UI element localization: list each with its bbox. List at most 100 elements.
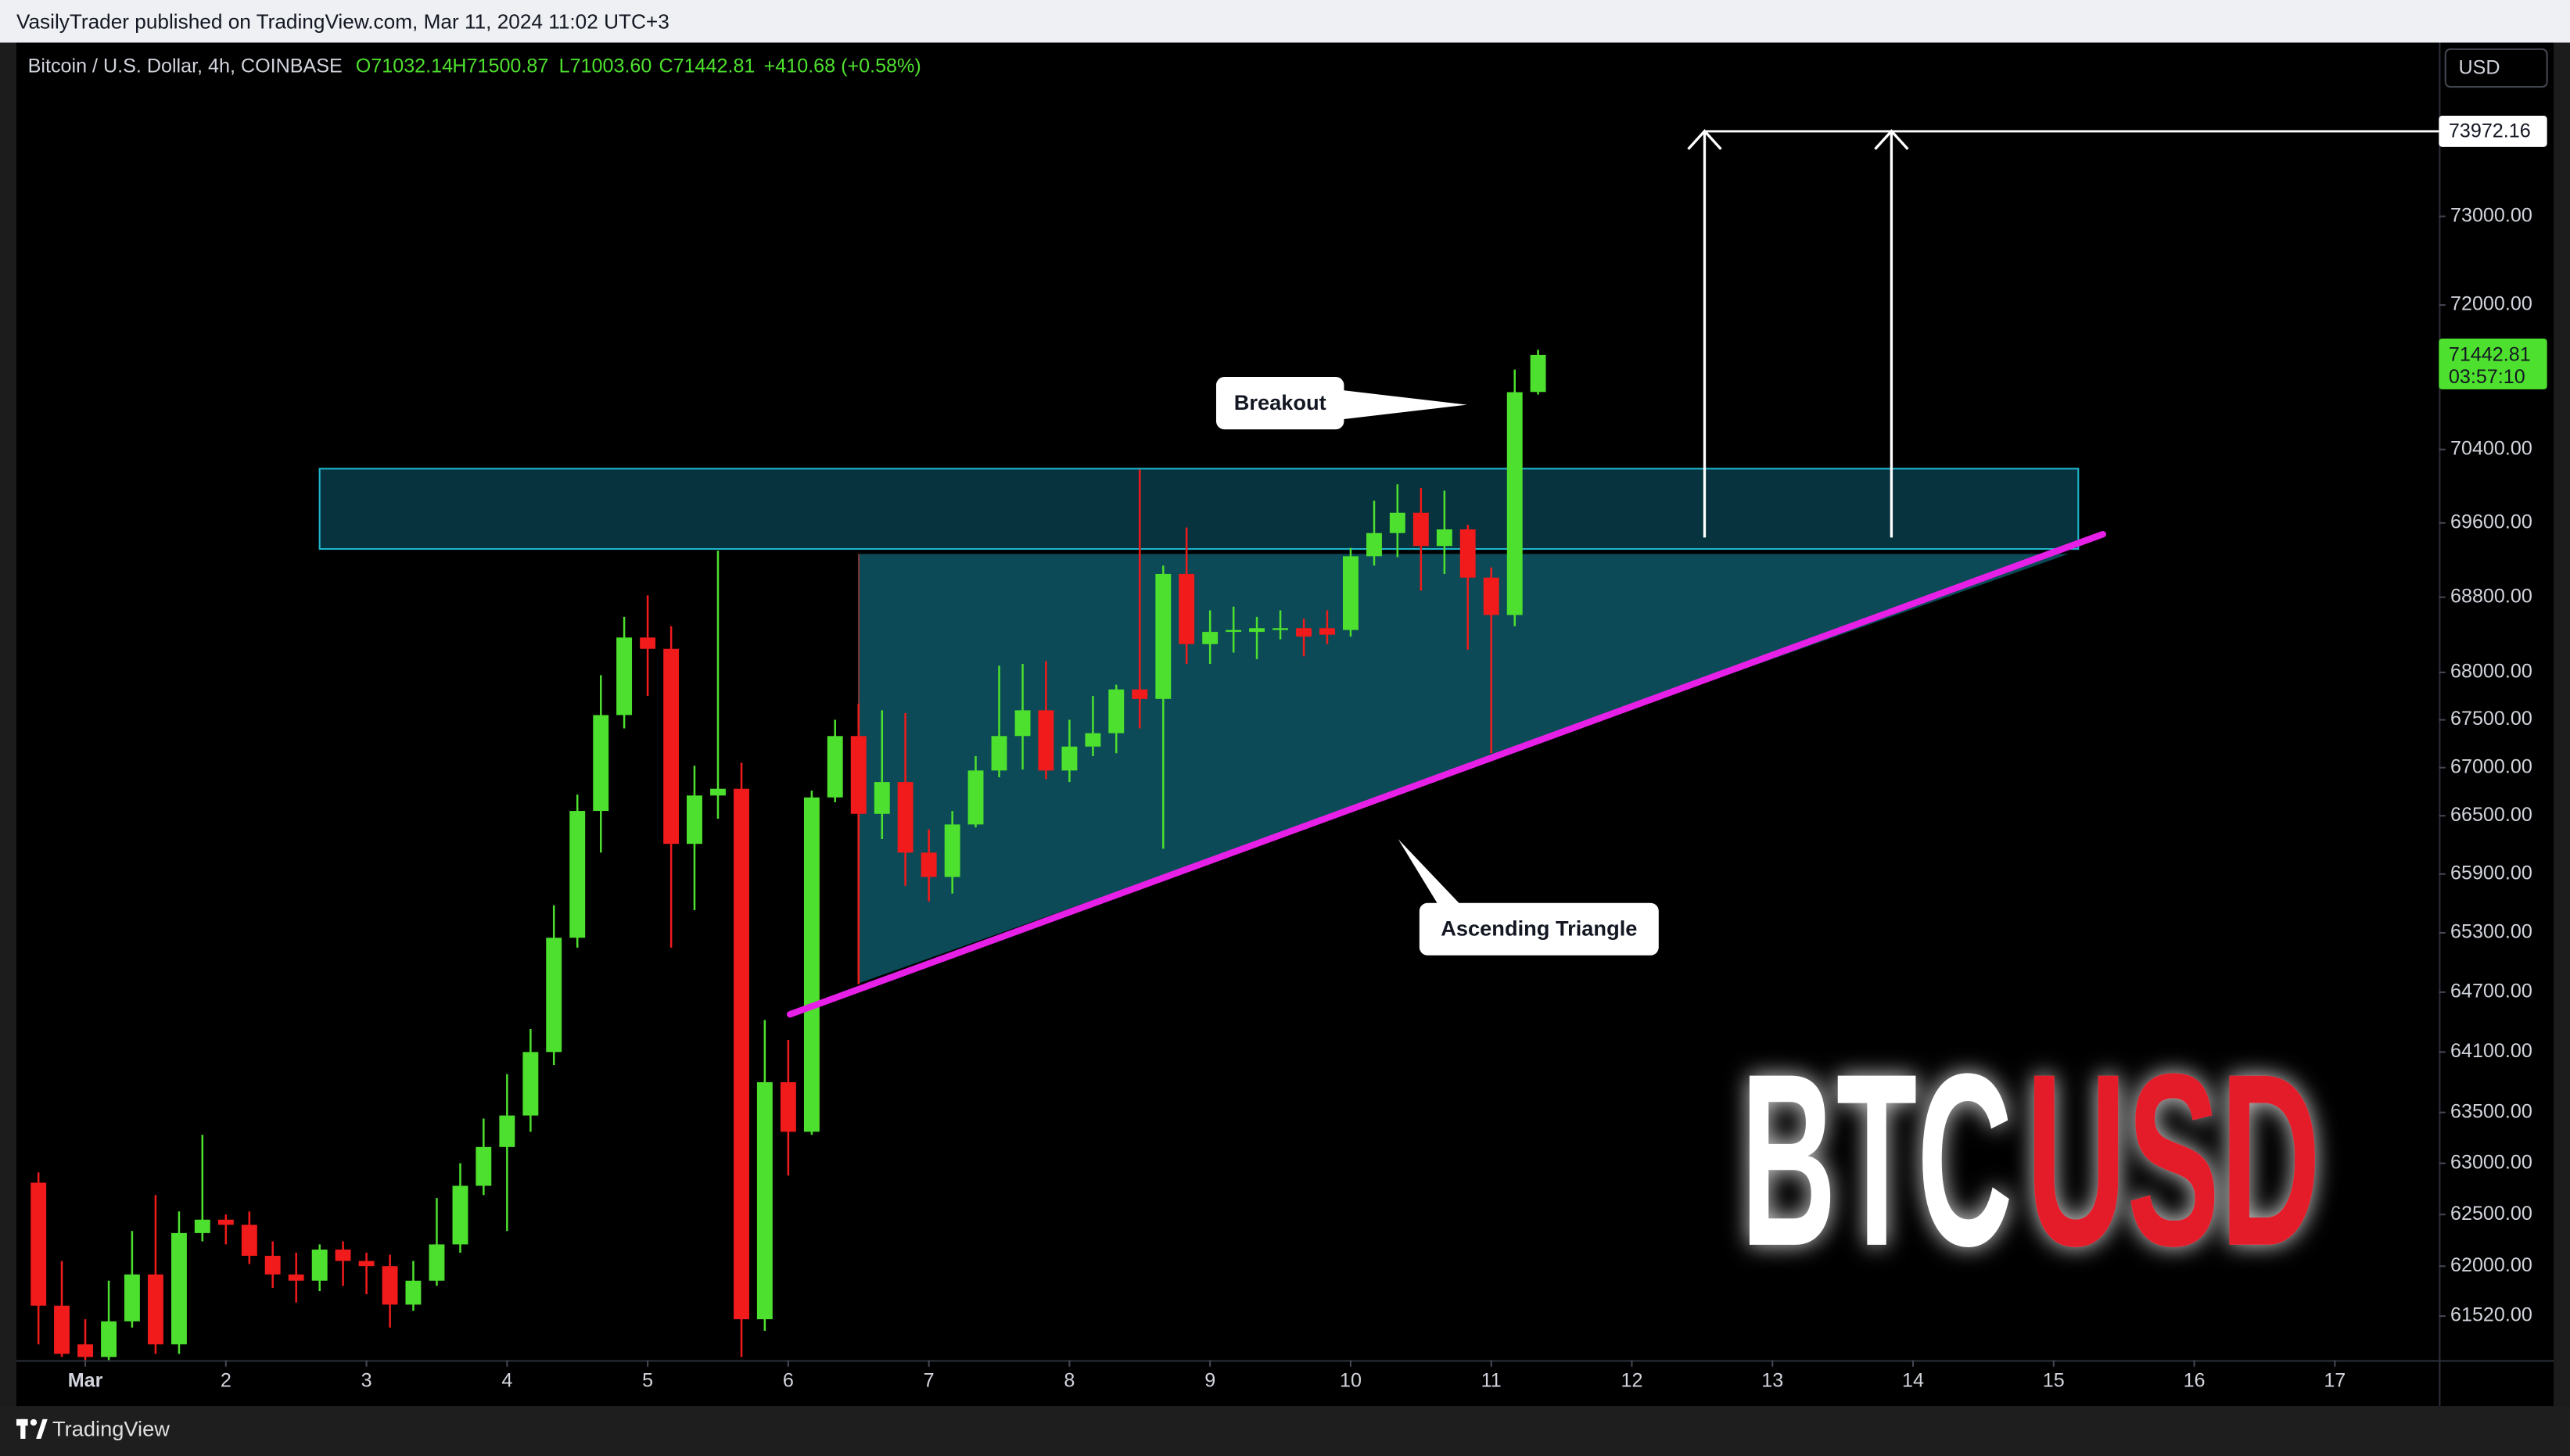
- candle-body: [311, 1250, 328, 1281]
- y-tick-label: 64700.00: [2450, 980, 2532, 1002]
- y-tick-label: 68000.00: [2450, 661, 2532, 683]
- candle-body: [452, 1185, 468, 1245]
- trendline: [786, 530, 2106, 1018]
- candle-body: [780, 1081, 796, 1132]
- callout-box: [1215, 377, 1344, 430]
- candle-body: [1249, 628, 1265, 633]
- y-tick-label: 66500.00: [2450, 804, 2532, 826]
- candle-body: [850, 736, 867, 814]
- candle-body: [1483, 577, 1499, 615]
- legend-open: O71032.14: [356, 56, 453, 77]
- x-tick-label: 16: [2184, 1369, 2206, 1391]
- candle-body: [734, 788, 749, 1320]
- x-tick-label: 3: [361, 1369, 372, 1391]
- candle-body: [1085, 733, 1101, 747]
- callout-pointer: [1341, 389, 1467, 420]
- watermark-right: USD: [2026, 1022, 2321, 1297]
- currency[interactable]: USD: [2458, 57, 2500, 79]
- candle-body: [1366, 533, 1382, 557]
- x-tick-label: 8: [1064, 1369, 1075, 1391]
- x-tick-label: 5: [642, 1369, 653, 1391]
- candles: [31, 350, 1546, 1361]
- candle-body: [1296, 628, 1312, 637]
- legend-close: C71442.81: [659, 56, 755, 77]
- candle-body: [1272, 628, 1289, 630]
- candle-body: [803, 797, 820, 1132]
- candle-body: [1038, 710, 1054, 771]
- candle-body: [756, 1081, 773, 1320]
- candle-body: [101, 1321, 117, 1357]
- candle-body: [170, 1232, 187, 1345]
- candle-body: [1342, 556, 1359, 630]
- x-tick-label: 15: [2043, 1369, 2065, 1391]
- candle-body: [31, 1182, 47, 1306]
- y-tick-label: 67500.00: [2450, 708, 2532, 730]
- candle-body: [217, 1219, 234, 1225]
- candle-body: [967, 770, 984, 825]
- candle-body: [382, 1266, 398, 1305]
- candle-body: [1319, 628, 1335, 635]
- x-tick-label: 6: [783, 1369, 794, 1391]
- y-tick-label: 72000.00: [2450, 293, 2532, 315]
- candle-body: [77, 1344, 93, 1357]
- x-tick-label: Mar: [68, 1369, 103, 1391]
- top-bar: [0, 0, 2570, 43]
- legend-change: +410.68 (+0.58%): [764, 56, 921, 77]
- candle-body: [1436, 529, 1452, 547]
- candle-body: [124, 1274, 140, 1322]
- x-tick-label: 11: [1481, 1369, 1502, 1391]
- y-tick-label: 63000.00: [2450, 1151, 2532, 1173]
- last-price-box: [2439, 338, 2547, 389]
- x-tick-label: 14: [1902, 1369, 1924, 1391]
- y-tick-label: 64100.00: [2450, 1040, 2532, 1062]
- candle-body: [1061, 746, 1078, 771]
- timer: 03:57:10: [2449, 366, 2525, 388]
- candle-body: [616, 637, 633, 715]
- publisher: VasilyTrader published on TradingView.co…: [16, 9, 669, 33]
- y-tick-label: 73000.00: [2450, 204, 2532, 226]
- candle-body: [710, 788, 726, 796]
- resistance-zone: [318, 468, 2080, 550]
- price-label: 73972.16: [2449, 120, 2531, 142]
- candle-body: [593, 715, 609, 812]
- candle-body: [991, 736, 1007, 771]
- candle-body: [1179, 573, 1195, 644]
- x-tick-label: 17: [2324, 1369, 2346, 1391]
- x-tick-label: 13: [1761, 1369, 1783, 1391]
- watermark: BTC USD: [1741, 1022, 2321, 1297]
- watermark-left: BTC: [1741, 1022, 2013, 1297]
- x-tick-label: 12: [1621, 1369, 1643, 1391]
- y-tick-label: 63500.00: [2450, 1100, 2532, 1122]
- callout-box: [1419, 902, 1659, 956]
- candle-body: [499, 1115, 515, 1147]
- candle-body: [944, 824, 960, 877]
- x-tick-label: 2: [221, 1369, 232, 1391]
- candle-body: [1132, 689, 1148, 699]
- candle-body: [1202, 632, 1219, 644]
- candle-body: [663, 648, 680, 845]
- y-tick-label: 65900.00: [2450, 862, 2532, 884]
- y-tick-label: 61520.00: [2450, 1304, 2532, 1326]
- candle-body: [335, 1250, 351, 1261]
- candle-body: [358, 1261, 375, 1267]
- candle-body: [546, 938, 562, 1053]
- candle-body: [1108, 689, 1125, 733]
- annotation: Breakout: [1234, 390, 1326, 414]
- price-label-box: [2439, 116, 2547, 147]
- y-tick-label: 65300.00: [2450, 921, 2532, 943]
- brand: TradingView: [52, 1417, 170, 1441]
- candle-body: [405, 1280, 422, 1305]
- candle-body: [1014, 710, 1031, 737]
- bottom-bar: [0, 1406, 2570, 1456]
- candle-body: [264, 1255, 281, 1275]
- currency-button[interactable]: [2444, 48, 2548, 88]
- legend-high: H71500.87: [452, 56, 548, 77]
- candle-body: [827, 736, 843, 798]
- symbol: Bitcoin / U.S. Dollar, 4h, COINBASE: [28, 56, 343, 77]
- candle-body: [147, 1274, 163, 1345]
- candle-body: [897, 782, 913, 853]
- candle-body: [429, 1244, 445, 1281]
- y-tick-label: 70400.00: [2450, 437, 2532, 459]
